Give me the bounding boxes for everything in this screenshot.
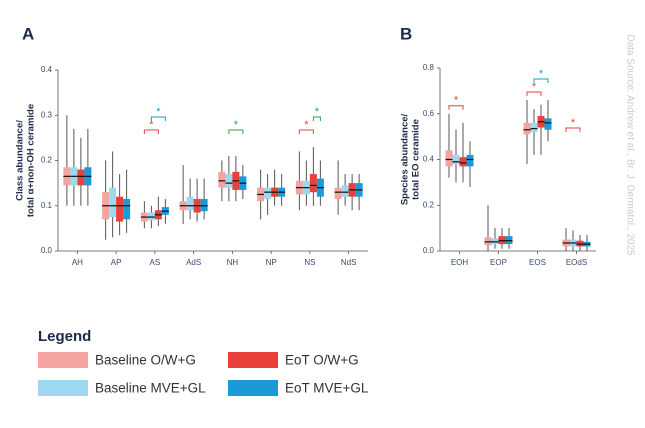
box: [186, 196, 194, 211]
box: [218, 171, 226, 188]
box: [264, 187, 272, 199]
significance-marker: *: [539, 68, 544, 80]
y-tick-label: 0.4: [423, 155, 435, 164]
box: [341, 185, 349, 197]
significance-marker: *: [234, 119, 239, 131]
y-tick-label: 0.0: [423, 246, 435, 255]
significance-bracket: [312, 116, 321, 121]
box: [445, 150, 453, 167]
box: [225, 174, 233, 188]
significance-marker: *: [532, 81, 537, 93]
significance-marker: *: [304, 119, 309, 131]
box: [77, 169, 85, 186]
x-tick-label: AdS: [186, 258, 201, 267]
panel-label: A: [22, 24, 34, 43]
significance-bracket: [143, 129, 159, 134]
legend-swatch: [38, 380, 88, 396]
y-axis-label: Class abundance/: [15, 120, 26, 201]
x-tick-label: EOS: [529, 258, 546, 267]
significance-marker: *: [156, 106, 161, 118]
x-tick-label: NS: [304, 258, 315, 267]
legend-title: Legend: [38, 328, 91, 345]
box: [523, 122, 531, 135]
box: [200, 198, 208, 212]
significance-bracket: [298, 129, 314, 134]
box: [309, 174, 317, 193]
y-tick-label: 0.8: [423, 63, 435, 72]
significance-marker: *: [454, 95, 459, 107]
x-tick-label: NdS: [341, 258, 357, 267]
y-tick-label: 0.6: [423, 109, 435, 118]
box: [544, 118, 552, 130]
y-axis-label: Species abundance/: [400, 113, 411, 205]
significance-bracket: [150, 116, 166, 121]
y-axis-label: total α+non-OH ceramide: [26, 104, 37, 217]
box: [109, 187, 117, 218]
significance-bracket: [448, 105, 464, 110]
legend-swatch: [228, 352, 278, 368]
box: [459, 157, 467, 167]
legend-label: EoT O/W+G: [285, 353, 359, 368]
significance-marker: *: [315, 106, 320, 118]
significance-marker: *: [571, 117, 576, 129]
box: [466, 154, 474, 167]
significance-bracket: [228, 129, 244, 134]
box: [452, 154, 460, 165]
x-tick-label: EOH: [451, 258, 469, 267]
y-tick-label: 0.2: [423, 200, 435, 209]
box: [334, 187, 342, 199]
legend-label: EoT MVE+GL: [285, 381, 369, 396]
significance-marker: *: [149, 119, 154, 131]
y-axis-label: total EO ceramide: [411, 119, 422, 200]
x-tick-label: AP: [111, 258, 122, 267]
legend-label: Baseline MVE+GL: [95, 381, 206, 396]
x-tick-label: NP: [266, 258, 277, 267]
legend-label: Baseline O/W+G: [95, 353, 196, 368]
box: [147, 212, 155, 221]
x-tick-label: EOP: [490, 258, 507, 267]
significance-bracket: [533, 78, 549, 84]
y-tick-label: 0.2: [41, 156, 53, 165]
y-tick-label: 0.1: [41, 201, 53, 210]
significance-bracket: [565, 127, 581, 132]
box: [530, 122, 538, 133]
legend-swatch: [228, 380, 278, 396]
x-tick-label: AH: [72, 258, 83, 267]
y-tick-label: 0.3: [41, 110, 53, 119]
y-tick-label: 0.4: [41, 65, 53, 74]
y-tick-label: 0.0: [41, 246, 53, 255]
x-tick-label: EOdS: [566, 258, 587, 267]
legend-swatch: [38, 352, 88, 368]
panel-label: B: [400, 24, 412, 43]
box: [116, 196, 124, 222]
x-tick-label: NH: [227, 258, 239, 267]
box: [123, 198, 131, 220]
source-note: Data Source: Andrew et al., Br. J. Derma…: [624, 34, 635, 256]
x-tick-label: AS: [150, 258, 161, 267]
significance-bracket: [526, 91, 542, 97]
